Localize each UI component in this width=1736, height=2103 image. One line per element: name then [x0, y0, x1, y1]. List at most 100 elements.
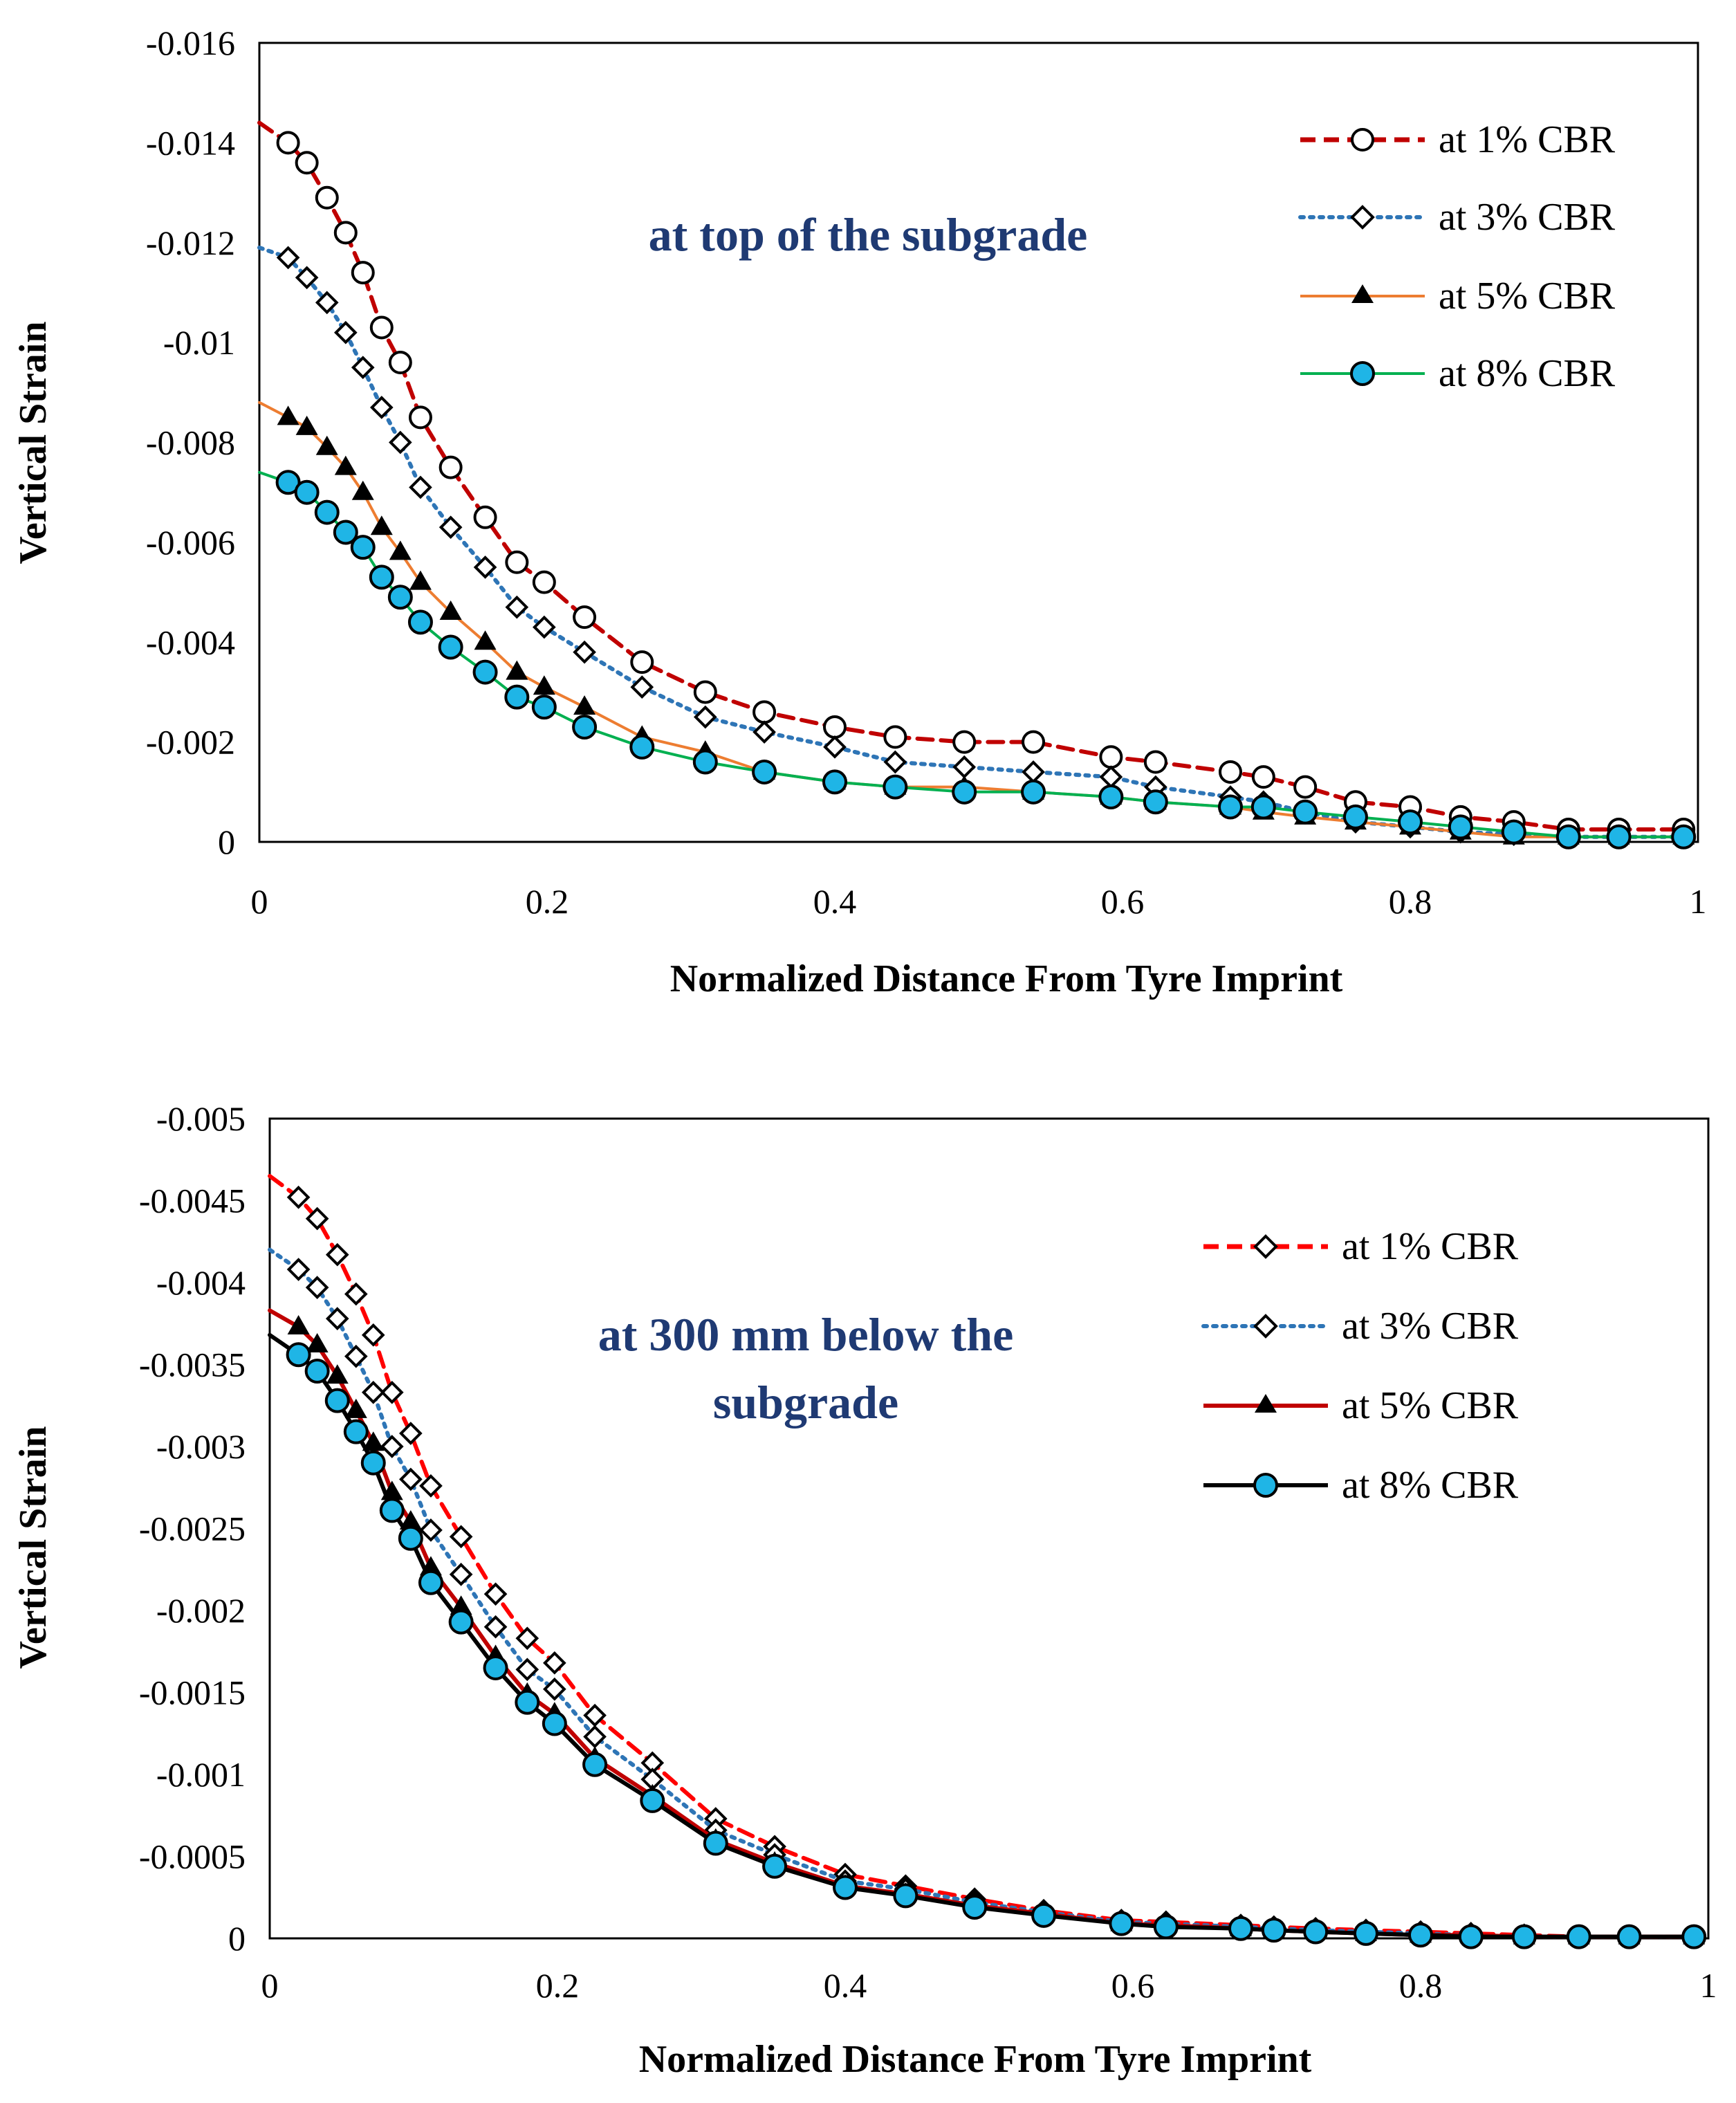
chart-top-data-point-at1cbr [408, 405, 432, 430]
chart-top-data-point-at5cbr [409, 570, 432, 590]
legend-bottom-1cbr-label: at 1% CBR [1342, 1225, 1519, 1268]
chart-bottom-data-point-at1cbr [399, 1422, 423, 1445]
chart-top-data-point-at8cbr [531, 695, 557, 720]
chart-top-y-tick-label: -0.006 [146, 523, 235, 562]
chart-bottom-data-point-at5cbr [344, 1398, 367, 1418]
chart-bottom-y-axis-title: Vertical Strain [12, 1426, 55, 1669]
chart-bottom-data-point-at8cbr [483, 1655, 508, 1680]
chart-bottom-x-tick-labels: 0 0.2 0.4 0.6 0.8 1 [261, 1966, 1717, 2005]
chart-top-data-point-at1cbr [333, 221, 358, 245]
legend-bottom-8cbr-label: at 8% CBR [1342, 1464, 1519, 1507]
chart-top-data-point-at1cbr [505, 550, 529, 574]
chart-bottom-data-point-at3cbr [325, 1307, 349, 1330]
chart-top-data-point-at3cbr [752, 720, 776, 744]
chart-bottom-data-point-at5cbr [362, 1431, 385, 1451]
legend-top-8cbr: at 8% CBR [1300, 352, 1616, 395]
chart-bottom-y-tick-label: -0.0005 [139, 1837, 246, 1876]
chart-bottom-data-point-at1cbr [380, 1380, 404, 1404]
chart-bottom-x-tick-label: 1 [1700, 1966, 1717, 2005]
chart-top-data-point-at8cbr [1555, 824, 1581, 850]
chart-bottom-legend: at 1% CBR at 3% CBR at 5% CBR at 8% CBR [1201, 1225, 1519, 1507]
chart-top-data-point-at1cbr [369, 315, 394, 340]
chart-top-data-point-at8cbr [314, 499, 340, 525]
chart-top-data-point-at1cbr [276, 131, 300, 155]
chart-top-data-point-at8cbr [1606, 824, 1632, 850]
chart-bottom-data-point-at3cbr [449, 1563, 473, 1586]
chart-top-y-tick-label: -0.008 [146, 423, 235, 462]
chart-top-data-point-at8cbr [1671, 824, 1697, 850]
chart-top-data-point-at1cbr [1143, 750, 1167, 774]
chart-bottom-data-point-at3cbr [305, 1276, 329, 1299]
chart-bottom-data-point-at8cbr [1616, 1924, 1642, 1949]
chart-bottom-y-tick-label: -0.004 [156, 1263, 246, 1302]
chart-bottom-data-point-at8cbr [1261, 1918, 1286, 1943]
chart-top-y-tick-label: -0.012 [146, 223, 235, 262]
chart-top-x-tick-label: 0.6 [1101, 882, 1145, 921]
chart-top-data-point-at8cbr [438, 634, 463, 660]
chart-bottom-annotation-line-1: at 300 mm below the [598, 1308, 1014, 1361]
legend-bottom-8cbr-marker [1253, 1473, 1278, 1498]
chart-bottom-series [268, 1174, 1707, 1949]
chart-bottom-data-point-at8cbr [418, 1570, 443, 1595]
chart-top: -0.016 -0.014 -0.012 -0.01 -0.008 -0.006 -0.00… [12, 24, 1707, 1000]
chart-bottom-data-point-at8cbr [1153, 1914, 1179, 1940]
chart-bottom-data-point-at5cbr [450, 1595, 472, 1615]
chart-bottom-y-tick-label: -0.0025 [139, 1509, 246, 1548]
chart-bottom-data-point-at8cbr [1031, 1902, 1057, 1928]
chart-top-data-point-at5cbr [474, 630, 497, 650]
chart-bottom-x-tick-label: 0 [261, 1966, 279, 2005]
legend-top-8cbr-marker [1350, 361, 1375, 386]
chart-top-data-point-at3cbr [276, 246, 300, 270]
chart-bottom-data-point-at8cbr [1681, 1924, 1707, 1949]
chart-top-data-point-at5cbr [315, 435, 338, 455]
chart-top-data-point-at8cbr [952, 779, 977, 805]
chart-top-data-point-at8cbr [1342, 804, 1368, 829]
legend-top-1cbr: at 1% CBR [1300, 118, 1616, 161]
chart-bottom-data-point-at8cbr [1408, 1922, 1433, 1948]
chart-bottom-data-point-at1cbr [305, 1206, 329, 1231]
chart-top-data-point-at8cbr [1448, 814, 1473, 840]
chart-top-data-point-at8cbr [1021, 779, 1046, 805]
chart-bottom-data-point-at1cbr [483, 1582, 508, 1606]
chart-bottom-data-point-at8cbr [515, 1689, 540, 1715]
chart-bottom-y-tick-label: -0.0015 [139, 1673, 246, 1712]
chart-bottom-data-point-at8cbr [1228, 1916, 1253, 1941]
chart-top-data-point-at3cbr [369, 396, 394, 419]
chart-top-data-point-at1cbr [388, 351, 412, 374]
chart-bottom-data-point-at3cbr [483, 1615, 508, 1639]
chart-bottom-data-point-at8cbr [379, 1498, 405, 1523]
chart-top-data-point-at3cbr [438, 515, 463, 540]
chart-top-x-tick-label: 0.2 [526, 882, 569, 921]
chart-top-data-point-at8cbr [1398, 809, 1423, 835]
chart-top-data-point-at3cbr [333, 320, 358, 345]
chart-top-data-point-at3cbr [630, 675, 654, 699]
chart-top-data-point-at8cbr [822, 769, 847, 795]
legend-bottom-5cbr: at 5% CBR [1203, 1384, 1519, 1427]
chart-bottom-y-tick-labels: -0.005 -0.0045 -0.004 -0.0035 -0.003 -0.0025 -… [139, 1099, 246, 1958]
chart-bottom-y-tick-label: -0.003 [156, 1427, 246, 1466]
chart-bottom-y-tick-label: -0.001 [156, 1755, 246, 1794]
chart-top-data-point-at1cbr [952, 730, 977, 754]
chart-bottom-data-point-at8cbr [893, 1883, 918, 1909]
chart-bottom-y-tick-label: 0 [228, 1919, 246, 1958]
chart-top-data-point-at1cbr [693, 680, 717, 704]
chart-bottom-data-point-at8cbr [1353, 1920, 1378, 1946]
chart-top-data-point-at8cbr [1501, 819, 1526, 845]
chart-bottom-data-point-at3cbr [380, 1435, 404, 1458]
chart-top-data-point-at5cbr [439, 600, 462, 620]
legend-bottom-3cbr-marker [1253, 1314, 1278, 1339]
chart-bottom-data-point-at8cbr [324, 1388, 350, 1413]
chart-top-data-point-at3cbr [693, 705, 717, 729]
chart-top-data-point-at1cbr [473, 505, 497, 529]
chart-bottom-data-point-at1cbr [419, 1474, 443, 1498]
chart-bottom-data-point-at8cbr [343, 1419, 369, 1444]
legend-bottom-1cbr: at 1% CBR [1203, 1225, 1519, 1268]
chart-top-data-point-at1cbr [573, 605, 597, 630]
chart-top-data-point-at3cbr [409, 475, 432, 499]
chart-bottom-data-point-at8cbr [1566, 1924, 1591, 1949]
chart-top-data-point-at8cbr [275, 470, 301, 495]
chart-top-data-point-at3cbr [505, 595, 529, 619]
chart-top-data-point-at8cbr [1293, 799, 1318, 825]
chart-bottom-data-point-at8cbr [286, 1342, 311, 1368]
chart-bottom-data-point-at8cbr [1511, 1924, 1537, 1949]
